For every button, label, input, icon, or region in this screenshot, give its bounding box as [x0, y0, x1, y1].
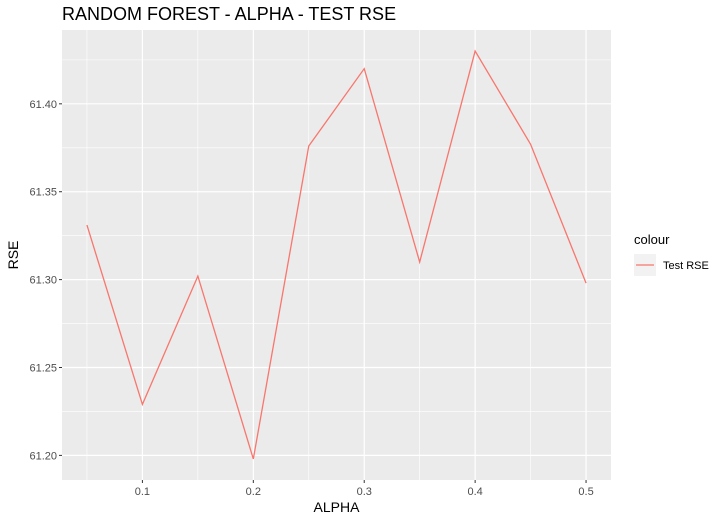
series-layer [86, 49, 587, 460]
legend-item-label: Test RSE [663, 260, 709, 272]
y-axis-title: RSE [5, 241, 21, 270]
y-tick-label: 61.20 [29, 450, 57, 462]
y-tick-label: 61.30 [29, 275, 57, 287]
legend: colour Test RSE [634, 232, 709, 276]
major-gridlines [62, 30, 611, 480]
x-tick-label: 0.1 [135, 486, 150, 498]
series-line-test-rse [86, 49, 587, 460]
y-tick-label: 61.25 [29, 363, 57, 375]
y-tick-label: 61.35 [29, 187, 57, 199]
x-axis-ticks: 0.1 0.2 0.3 0.4 0.5 [135, 480, 594, 498]
x-tick-label: 0.3 [357, 486, 372, 498]
x-axis-title: ALPHA [314, 499, 361, 515]
y-axis-ticks: 61.20 61.25 61.30 61.35 61.40 [29, 99, 62, 462]
minor-gridlines [62, 30, 611, 480]
x-tick-label: 0.4 [467, 486, 482, 498]
x-tick-label: 0.5 [578, 486, 593, 498]
x-tick-label: 0.2 [246, 486, 261, 498]
chart-title: RANDOM FOREST - ALPHA - TEST RSE [62, 4, 396, 24]
legend-title: colour [634, 232, 670, 247]
plot-panel [62, 30, 611, 480]
y-tick-label: 61.40 [29, 99, 57, 111]
